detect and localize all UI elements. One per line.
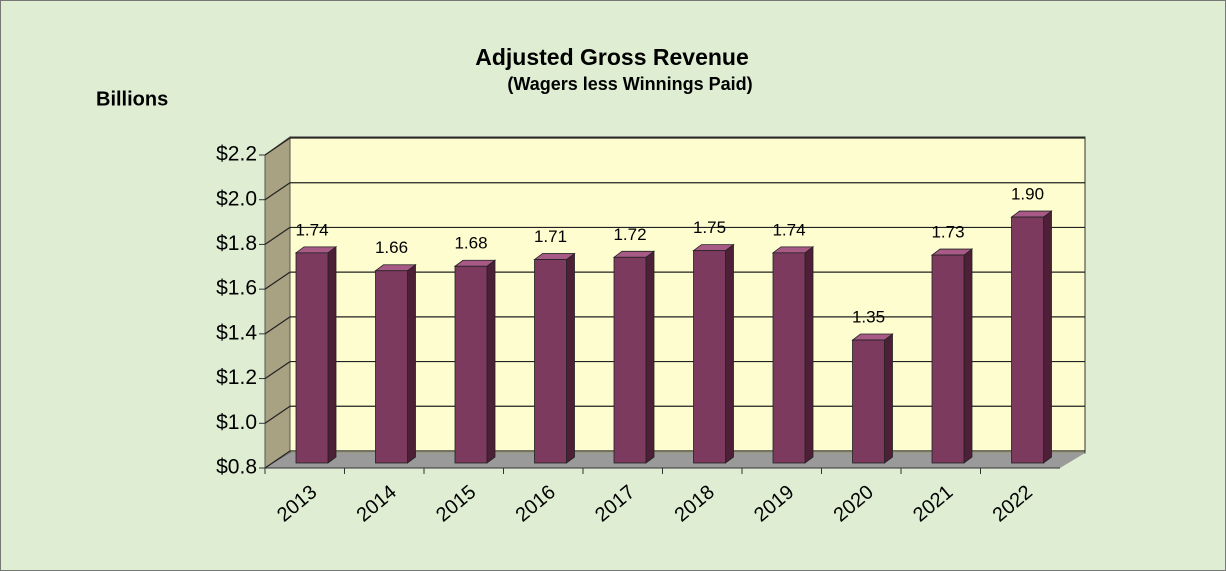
bar	[931, 254, 965, 464]
data-label: 1.35	[852, 308, 885, 327]
bar-side	[884, 333, 893, 464]
bar	[375, 270, 408, 464]
data-label: 1.74	[772, 220, 805, 239]
bar-side	[566, 252, 575, 464]
bar-side	[486, 259, 496, 464]
data-label: 1.73	[931, 223, 964, 242]
side-grid-line	[264, 271, 291, 290]
bar	[772, 252, 806, 464]
data-label: 1.75	[693, 218, 726, 237]
bar-side	[327, 246, 337, 464]
y-axis-label: Billions	[96, 88, 168, 110]
bar	[852, 339, 885, 464]
data-label: 1.72	[613, 225, 646, 244]
bar	[1011, 216, 1044, 464]
bar	[613, 256, 647, 464]
bar	[534, 259, 567, 464]
bar	[693, 250, 726, 464]
bar-side	[725, 243, 734, 464]
chart-subtitle: (Wagers less Winnings Paid)	[507, 74, 752, 94]
y-tick-label: $2.0	[216, 187, 257, 210]
y-tick-label: $1.8	[216, 232, 257, 255]
bar-side	[804, 246, 814, 464]
bar-side	[1043, 210, 1052, 464]
data-label: 1.66	[375, 238, 408, 257]
data-label: 1.71	[534, 227, 567, 246]
bar-side	[407, 263, 416, 464]
side-grid-line	[264, 361, 291, 380]
side-grid-line	[264, 137, 291, 156]
side-grid-line	[264, 450, 291, 469]
data-label: 1.68	[454, 234, 487, 253]
side-grid-line	[264, 405, 291, 424]
bar	[295, 252, 329, 464]
bar	[454, 265, 488, 464]
y-tick-label: $1.0	[216, 411, 257, 434]
y-tick-label: $1.2	[216, 366, 257, 389]
y-tick-label: $2.2	[216, 143, 257, 166]
side-wall	[264, 136, 291, 469]
y-tick-label: $1.6	[216, 277, 257, 300]
side-grid-line	[264, 316, 291, 335]
y-tick-label: $1.4	[216, 321, 257, 344]
y-tick-label: $0.8	[216, 456, 257, 479]
side-grid-line	[264, 182, 291, 201]
bar-side	[963, 248, 973, 464]
data-label: 1.74	[295, 220, 328, 239]
bar-side	[645, 250, 655, 464]
side-grid-line	[264, 226, 291, 245]
chart-title: Adjusted Gross Revenue	[475, 44, 749, 70]
data-label: 1.90	[1011, 185, 1044, 204]
